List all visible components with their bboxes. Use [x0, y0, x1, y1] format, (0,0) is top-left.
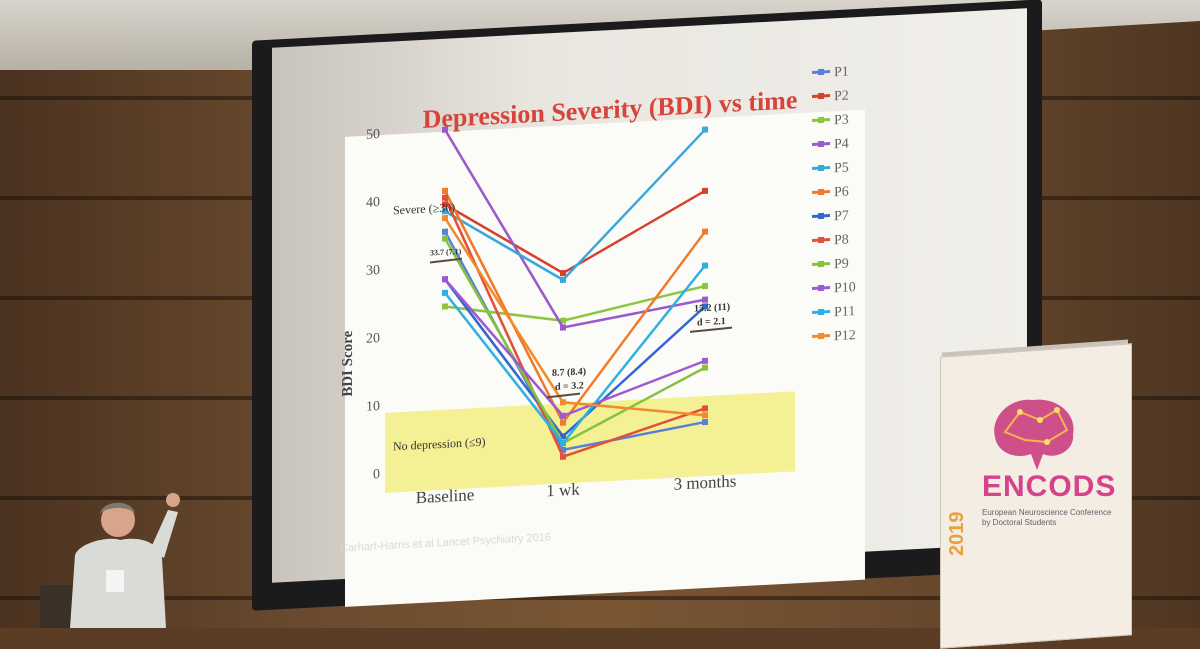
data-point — [442, 235, 448, 242]
data-point — [702, 364, 708, 371]
legend-marker — [818, 188, 824, 196]
data-point — [702, 228, 708, 235]
data-point — [560, 439, 566, 447]
legend-label: P12 — [834, 328, 856, 344]
data-point — [702, 303, 708, 310]
data-point — [702, 412, 708, 419]
y-tick-label: 20 — [366, 331, 380, 347]
data-point — [560, 419, 566, 426]
data-point — [702, 405, 708, 412]
legend-marker — [818, 116, 824, 124]
legend-marker — [818, 236, 824, 244]
x-tick-label: Baseline — [416, 485, 475, 507]
legend-label: P10 — [834, 280, 856, 296]
legend-label: P2 — [834, 89, 849, 105]
legend-label: P1 — [834, 65, 849, 81]
legend-label: P5 — [834, 161, 849, 177]
data-point — [442, 289, 448, 297]
data-point — [702, 357, 708, 365]
severe-annotation: Severe (≥30) — [393, 200, 455, 217]
y-tick-label: 40 — [366, 195, 380, 211]
data-point — [560, 433, 566, 440]
legend-marker — [818, 308, 824, 316]
data-point — [560, 269, 566, 277]
data-point — [702, 296, 708, 303]
legend-marker — [818, 260, 824, 268]
x-tick-label: 3 months — [674, 471, 737, 493]
legend-marker — [818, 212, 824, 220]
speaker-figure — [40, 493, 180, 628]
week-stat-2: d = 3.2 — [555, 380, 584, 392]
data-point — [702, 262, 708, 269]
data-point — [442, 208, 448, 215]
legend-label: P3 — [834, 113, 849, 129]
y-axis-label: BDI Score — [340, 330, 356, 397]
legend-marker — [818, 140, 824, 148]
baseline-stat: 33.7 (7.1) — [430, 247, 462, 258]
no-depression-annotation: No depression (≤9) — [393, 435, 486, 454]
data-point — [702, 282, 708, 290]
data-point — [560, 276, 566, 284]
brain-logo-icon — [994, 399, 1074, 470]
legend-marker — [818, 332, 824, 340]
banner-year: 2019 — [946, 511, 968, 557]
data-point — [560, 453, 566, 460]
legend-marker — [818, 92, 824, 100]
baseline-mean-marker — [429, 257, 463, 264]
data-point — [442, 126, 448, 133]
legend-label: P6 — [834, 185, 849, 201]
legend-label: P11 — [834, 304, 855, 320]
slide-chart: Depression Severity (BDI) vs time BDI Sc… — [340, 65, 865, 607]
banner-brand: ENCODS — [982, 470, 1117, 503]
months-mean-marker — [689, 326, 733, 333]
y-tick-label: 50 — [366, 127, 380, 143]
data-point — [442, 194, 448, 201]
legend-marker — [818, 164, 824, 172]
legend-label: P7 — [834, 209, 849, 225]
data-point — [560, 324, 566, 331]
y-tick-label: 30 — [366, 263, 380, 279]
data-point — [442, 276, 448, 283]
data-point — [442, 187, 448, 195]
week-stat-1: 8.7 (8.4) — [552, 366, 586, 379]
legend-marker — [818, 68, 824, 76]
no-depression-band — [385, 391, 795, 493]
months-stat-2: d = 2.1 — [697, 316, 726, 328]
y-tick-label: 0 — [373, 467, 380, 482]
data-point — [560, 317, 566, 324]
legend-marker — [818, 284, 824, 292]
data-point — [442, 303, 448, 310]
months-stat-1: 15.2 (11) — [694, 302, 730, 315]
legend-label: P9 — [834, 257, 849, 273]
y-tick-label: 10 — [366, 399, 380, 415]
data-point — [702, 418, 708, 426]
banner-subtitle: European Neuroscience Conference by Doct… — [982, 508, 1112, 527]
data-point — [560, 399, 566, 406]
legend-label: P8 — [834, 233, 849, 249]
data-point — [702, 187, 708, 195]
week-mean-marker — [546, 392, 581, 399]
data-point — [442, 214, 448, 222]
x-tick-label: 1 wk — [546, 480, 580, 501]
legend-label: P4 — [834, 137, 849, 153]
data-point — [702, 126, 708, 133]
data-point — [442, 228, 448, 235]
slide-background — [345, 109, 865, 607]
data-point — [560, 412, 566, 420]
